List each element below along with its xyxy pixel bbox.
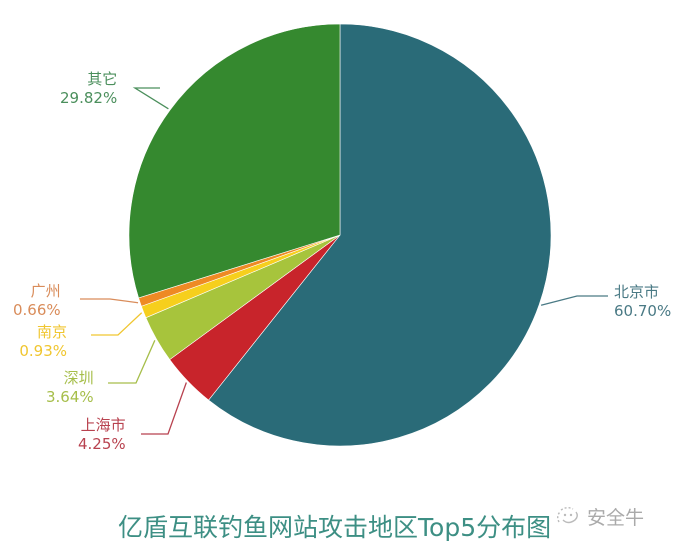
label-shanghai: 上海市 4.25%: [72, 416, 126, 454]
label-value: 3.64%: [46, 388, 94, 406]
label-guangzhou: 广州 0.66%: [13, 282, 61, 320]
leader-line: [80, 298, 139, 304]
leader-line: [141, 382, 187, 435]
label-name: 广州: [30, 282, 61, 300]
label-other: 其它 29.82%: [60, 70, 117, 108]
label-value: 29.82%: [60, 89, 118, 107]
leader-line: [540, 295, 608, 306]
label-beijing: 北京市 60.70%: [614, 283, 671, 321]
pie-slice: [128, 23, 341, 299]
watermark-text: 安全牛: [587, 507, 645, 529]
leader-line: [108, 340, 156, 384]
label-name: 深圳: [63, 369, 94, 387]
leader-lines: [80, 87, 608, 435]
label-shenzhen: 深圳 3.64%: [46, 369, 94, 407]
label-value: 0.93%: [19, 342, 68, 360]
label-value: 4.25%: [78, 435, 126, 453]
watermark: 安全牛: [555, 503, 644, 530]
label-name: 上海市: [80, 416, 126, 434]
chart-title: 亿盾互联钓鱼网站攻击地区Top5分布图: [118, 513, 552, 542]
label-value: 0.66%: [13, 301, 61, 319]
wechat-icon: [557, 506, 578, 523]
label-name: 南京: [37, 323, 68, 341]
leader-line: [132, 87, 169, 110]
pie-slices: [128, 23, 552, 447]
label-nanjing: 南京 0.93%: [17, 323, 67, 361]
label-name: 北京市: [614, 283, 660, 301]
label-name: 其它: [87, 70, 118, 88]
pie-slice: [208, 23, 552, 447]
label-value: 60.70%: [614, 302, 672, 320]
leader-line: [91, 312, 143, 336]
